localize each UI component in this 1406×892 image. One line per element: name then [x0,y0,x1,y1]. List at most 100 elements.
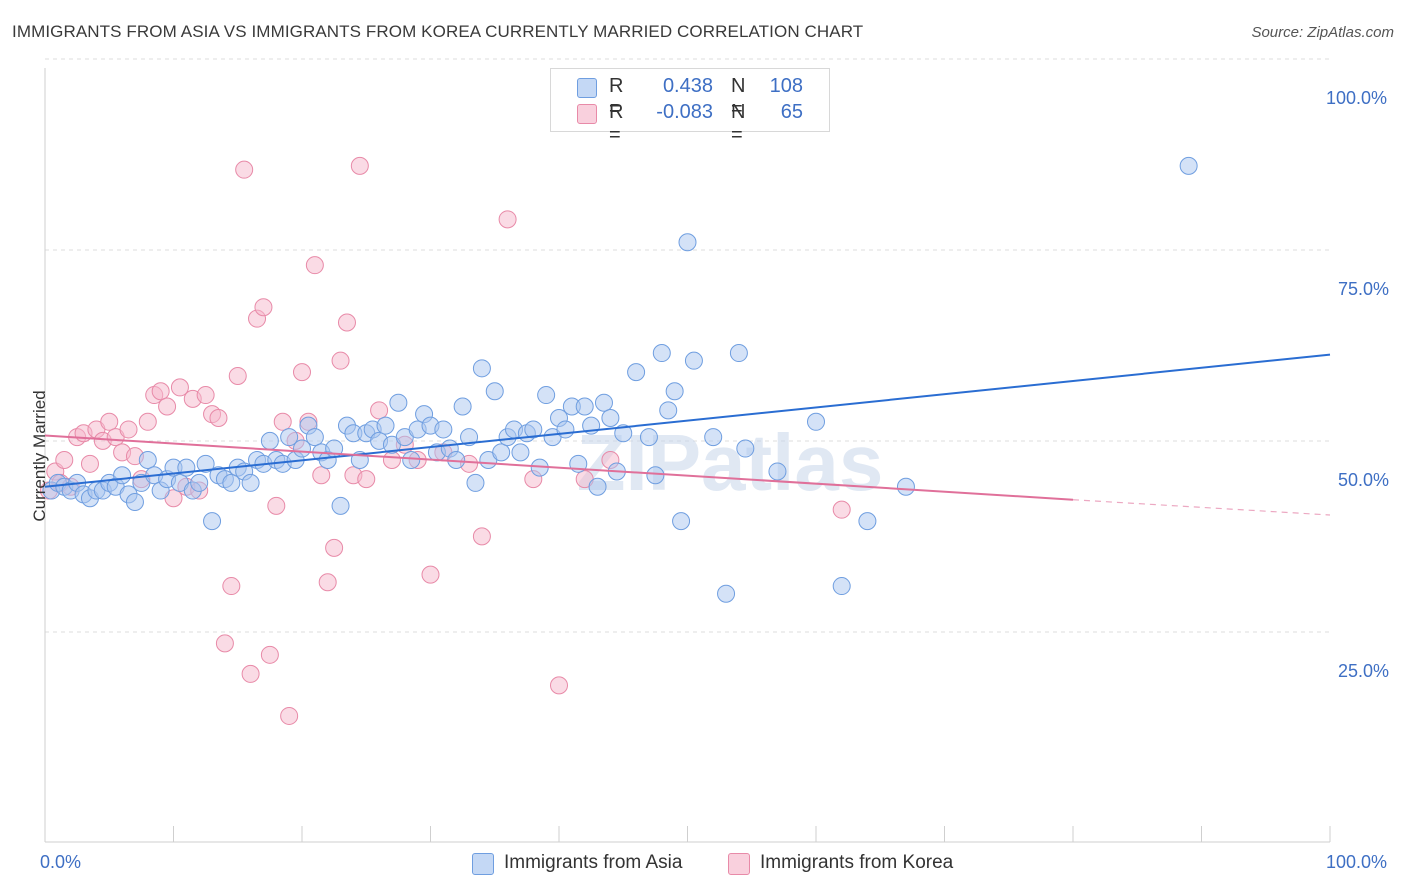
korea-point [100,412,119,431]
x-tick-left: 0.0% [40,852,82,872]
asia-point [524,420,543,439]
asia-point [832,577,851,596]
korea-legend-swatch [728,853,750,875]
asia-point [376,416,395,435]
asia-point [896,477,915,496]
asia-point [807,412,825,431]
korea-point [241,664,260,683]
correlation-legend: R = 0.438 N = 108 R = -0.083 N = 65 [550,68,830,146]
korea-swatch [577,104,597,124]
asia-point [556,420,575,439]
chart-title: IMMIGRANTS FROM ASIA VS IMMIGRANTS FROM … [12,22,864,41]
asia-point [768,462,787,481]
korea-point [280,706,299,725]
korea-point [170,378,189,397]
asia-point [672,512,691,531]
korea-point [228,366,247,385]
legend-n-value-asia: 108 [769,75,803,97]
y-tick-75: 75.0% [1338,279,1390,299]
asia-point [466,473,485,492]
trend-lines [44,353,1331,516]
korea-point [235,160,254,179]
korea-point [119,420,138,439]
asia-point [614,424,633,443]
y-tick-25: 25.0% [1338,661,1390,681]
korea-point [331,351,350,370]
asia-point [575,397,594,416]
korea-point [382,451,401,469]
asia-point [704,428,723,447]
korea-point [209,408,228,427]
korea-point [55,451,74,469]
asia-point [511,443,530,462]
korea-point [832,500,851,519]
y-axis-label: Currently Married [30,390,49,522]
asia-point [684,351,703,370]
asia-point [537,386,556,405]
y-tick-100: 100.0% [1326,88,1388,108]
asia-point [241,473,260,492]
asia-point [260,431,279,450]
korea-point [293,363,311,382]
korea-point [215,634,234,653]
asia-point [125,493,144,512]
asia-point [594,393,613,412]
korea-point [254,298,273,317]
asia-point [678,233,697,252]
asia-point [190,473,209,492]
asia-point [639,428,658,447]
asia-point [222,473,241,492]
asia-point [646,466,665,485]
asia-point [729,344,748,363]
legend-r-value-korea: -0.083 [656,101,713,123]
legend-n-value-korea: 65 [780,101,803,123]
korea-point [260,645,279,664]
korea-point [196,386,215,405]
legend-r-label: R = [609,75,624,120]
asia-point [402,451,421,469]
asia-point [492,443,511,462]
asia-point [453,397,472,416]
korea-point [222,577,241,596]
asia-point [389,393,408,412]
korea-point [267,496,286,515]
asia-point [113,466,132,485]
korea-point [305,256,324,275]
axes [44,68,1331,843]
korea-point [312,466,331,485]
korea-point [158,397,177,416]
asia-point [331,496,350,515]
asia-point [485,382,504,401]
legend-r-label: R = [609,101,624,146]
legend-n-label: N = [731,75,746,120]
x-tick-right: 100.0% [1326,852,1388,872]
korea-point [357,470,376,489]
korea-point [151,382,170,401]
asia-legend-swatch [472,853,494,875]
korea-trend-line [44,434,1074,501]
asia-point [138,451,157,469]
korea-point [350,156,369,175]
asia-point [736,439,755,458]
korea-trend-extension [1072,499,1331,516]
asia-point [858,512,877,531]
korea-point [138,412,157,431]
asia-point [1179,156,1198,175]
asia-point [196,454,215,473]
korea-point [472,527,491,546]
asia-legend-label: Immigrants from Asia [504,852,683,873]
korea-point [325,538,344,557]
korea-point [421,565,440,584]
korea-legend-label: Immigrants from Korea [760,852,954,873]
korea-point [273,412,292,431]
asia-point [601,408,620,427]
korea-point [498,210,517,229]
legend-n-label: N = [731,101,746,146]
asia-point [659,401,678,420]
grid-lines [45,58,1330,633]
asia-point [280,428,299,447]
asia-point [652,344,671,363]
asia-point [472,359,491,378]
asia-swatch [577,78,597,98]
